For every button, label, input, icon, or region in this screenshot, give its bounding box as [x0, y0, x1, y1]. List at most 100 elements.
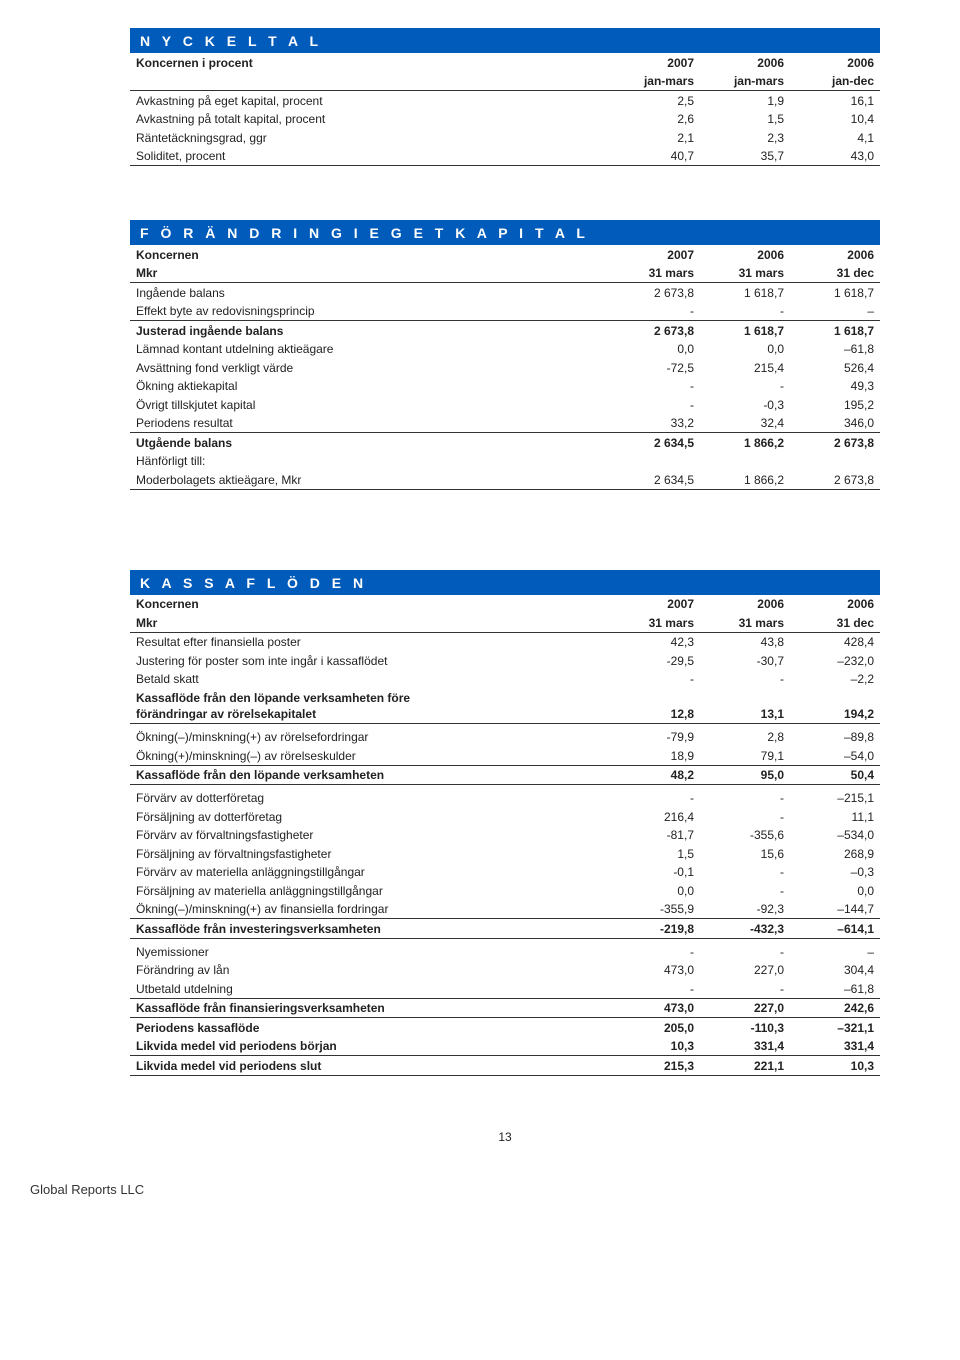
- cell: -: [610, 670, 700, 689]
- cell: 40,7: [610, 147, 700, 166]
- row-label: Utbetald utdelning: [130, 979, 610, 998]
- row-label: Resultat efter finansiella poster: [130, 632, 610, 651]
- table-row: Räntetäckningsgrad, ggr2,12,34,1: [130, 128, 880, 147]
- cell: -: [700, 377, 790, 396]
- hdr-c3: 2006: [790, 245, 880, 264]
- page-number: 13: [130, 1130, 880, 1144]
- cell: –61,8: [790, 979, 880, 998]
- row-label: Förändring av lån: [130, 961, 610, 980]
- table-row: Förändring av lån473,0227,0304,4: [130, 961, 880, 980]
- footer-text: Global Reports LLC: [30, 1182, 880, 1197]
- cell: –54,0: [790, 746, 880, 765]
- hdr-left-sub: [130, 72, 610, 91]
- cell: 215,3: [610, 1056, 700, 1076]
- cell: 10,3: [790, 1056, 880, 1076]
- table-row: Nyemissioner--–: [130, 938, 880, 961]
- cell: 32,4: [700, 414, 790, 433]
- cell: 0,0: [610, 881, 700, 900]
- cell: 194,2: [790, 705, 880, 724]
- cell: 2,8: [700, 724, 790, 747]
- cell: –614,1: [790, 919, 880, 939]
- table-row: Ökning(–)/minskning(+) av rörelsefordrin…: [130, 724, 880, 747]
- cell: -355,6: [700, 826, 790, 845]
- table-row: Hänförligt till:: [130, 452, 880, 471]
- kassa-table: Koncernen 2007 2006 2006 Mkr 31 mars 31 …: [130, 595, 880, 1076]
- cell: -: [700, 979, 790, 998]
- hdr-s2: 31 mars: [700, 613, 790, 632]
- cell: 42,3: [610, 632, 700, 651]
- row-label: Kassaflöde från investeringsverksamheten: [130, 919, 610, 939]
- table-row: Periodens resultat33,232,4346,0: [130, 414, 880, 433]
- cell: 215,4: [700, 358, 790, 377]
- row-label: Utgående balans: [130, 433, 610, 452]
- cell: 428,4: [790, 632, 880, 651]
- cell: 2 634,5: [610, 470, 700, 489]
- row-label: Försäljning av förvaltningsfastigheter: [130, 844, 610, 863]
- cell: -: [700, 670, 790, 689]
- table-row: Kassaflöde från investeringsverksamheten…: [130, 919, 880, 939]
- cell: 2,1: [610, 128, 700, 147]
- table-row: Kassaflöde från den löpande verksamheten…: [130, 688, 880, 705]
- cell: -72,5: [610, 358, 700, 377]
- cell: –144,7: [790, 900, 880, 919]
- cell: 16,1: [790, 91, 880, 110]
- hdr-s1: jan-mars: [610, 72, 700, 91]
- cell: 0,0: [700, 340, 790, 359]
- cell: [790, 452, 880, 471]
- hdr-s1: 31 mars: [610, 613, 700, 632]
- cell: -: [610, 785, 700, 808]
- cell: 473,0: [610, 998, 700, 1018]
- table-row: Övrigt tillskjutet kapital--0,3195,2: [130, 395, 880, 414]
- cell: 268,9: [790, 844, 880, 863]
- eget-table: Koncernen 2007 2006 2006 Mkr 31 mars 31 …: [130, 245, 880, 490]
- cell: 33,2: [610, 414, 700, 433]
- cell: -: [700, 938, 790, 961]
- row-label: Likvida medel vid periodens slut: [130, 1056, 610, 1076]
- row-label: Kassaflöde från finansieringsverksamhete…: [130, 998, 610, 1018]
- row-label: Betald skatt: [130, 670, 610, 689]
- row-label: Försäljning av materiella anläggningstil…: [130, 881, 610, 900]
- cell: 11,1: [790, 807, 880, 826]
- row-label: Likvida medel vid periodens början: [130, 1037, 610, 1056]
- table-row: Försäljning av förvaltningsfastigheter1,…: [130, 844, 880, 863]
- table-row: Avsättning fond verkligt värde-72,5215,4…: [130, 358, 880, 377]
- hdr-c1: 2007: [610, 595, 700, 614]
- cell: –321,1: [790, 1018, 880, 1037]
- cell: -79,9: [610, 724, 700, 747]
- hdr-c2: 2006: [700, 245, 790, 264]
- cell: 0,0: [610, 340, 700, 359]
- hdr-s3: jan-dec: [790, 72, 880, 91]
- cell: 473,0: [610, 961, 700, 980]
- row-label: Försäljning av dotterföretag: [130, 807, 610, 826]
- cell: [700, 688, 790, 705]
- row-label: Periodens kassaflöde: [130, 1018, 610, 1037]
- hdr-c1: 2007: [610, 245, 700, 264]
- cell: -: [610, 302, 700, 321]
- cell: 205,0: [610, 1018, 700, 1037]
- cell: –232,0: [790, 651, 880, 670]
- cell: 48,2: [610, 765, 700, 785]
- cell: 43,8: [700, 632, 790, 651]
- cell: 1 618,7: [700, 283, 790, 302]
- table-row: Kassaflöde från den löpande verksamheten…: [130, 765, 880, 785]
- table-row: Ökning(–)/minskning(+) av finansiella fo…: [130, 900, 880, 919]
- table-title: F Ö R Ä N D R I N G I E G E T K A P I T …: [130, 220, 880, 245]
- cell: 221,1: [700, 1056, 790, 1076]
- cell: 13,1: [700, 705, 790, 724]
- table-row: Effekt byte av redovisningsprincip--–: [130, 302, 880, 321]
- cell: 1 618,7: [790, 283, 880, 302]
- table-row: Justerad ingående balans2 673,81 618,71 …: [130, 321, 880, 340]
- table-row: Soliditet, procent40,735,743,0: [130, 147, 880, 166]
- cell: 1 618,7: [790, 321, 880, 340]
- row-label: Övrigt tillskjutet kapital: [130, 395, 610, 414]
- cell: -: [610, 395, 700, 414]
- table-row: Likvida medel vid periodens slut215,3221…: [130, 1056, 880, 1076]
- cell: 2 673,8: [790, 433, 880, 452]
- cell: -219,8: [610, 919, 700, 939]
- table-row: Moderbolagets aktieägare, Mkr2 634,51 86…: [130, 470, 880, 489]
- row-label: Förvärv av dotterföretag: [130, 785, 610, 808]
- table-row: Ökning(+)/minskning(–) av rörelseskulder…: [130, 746, 880, 765]
- hdr-c2: 2006: [700, 595, 790, 614]
- cell: 2,5: [610, 91, 700, 110]
- cell: [610, 452, 700, 471]
